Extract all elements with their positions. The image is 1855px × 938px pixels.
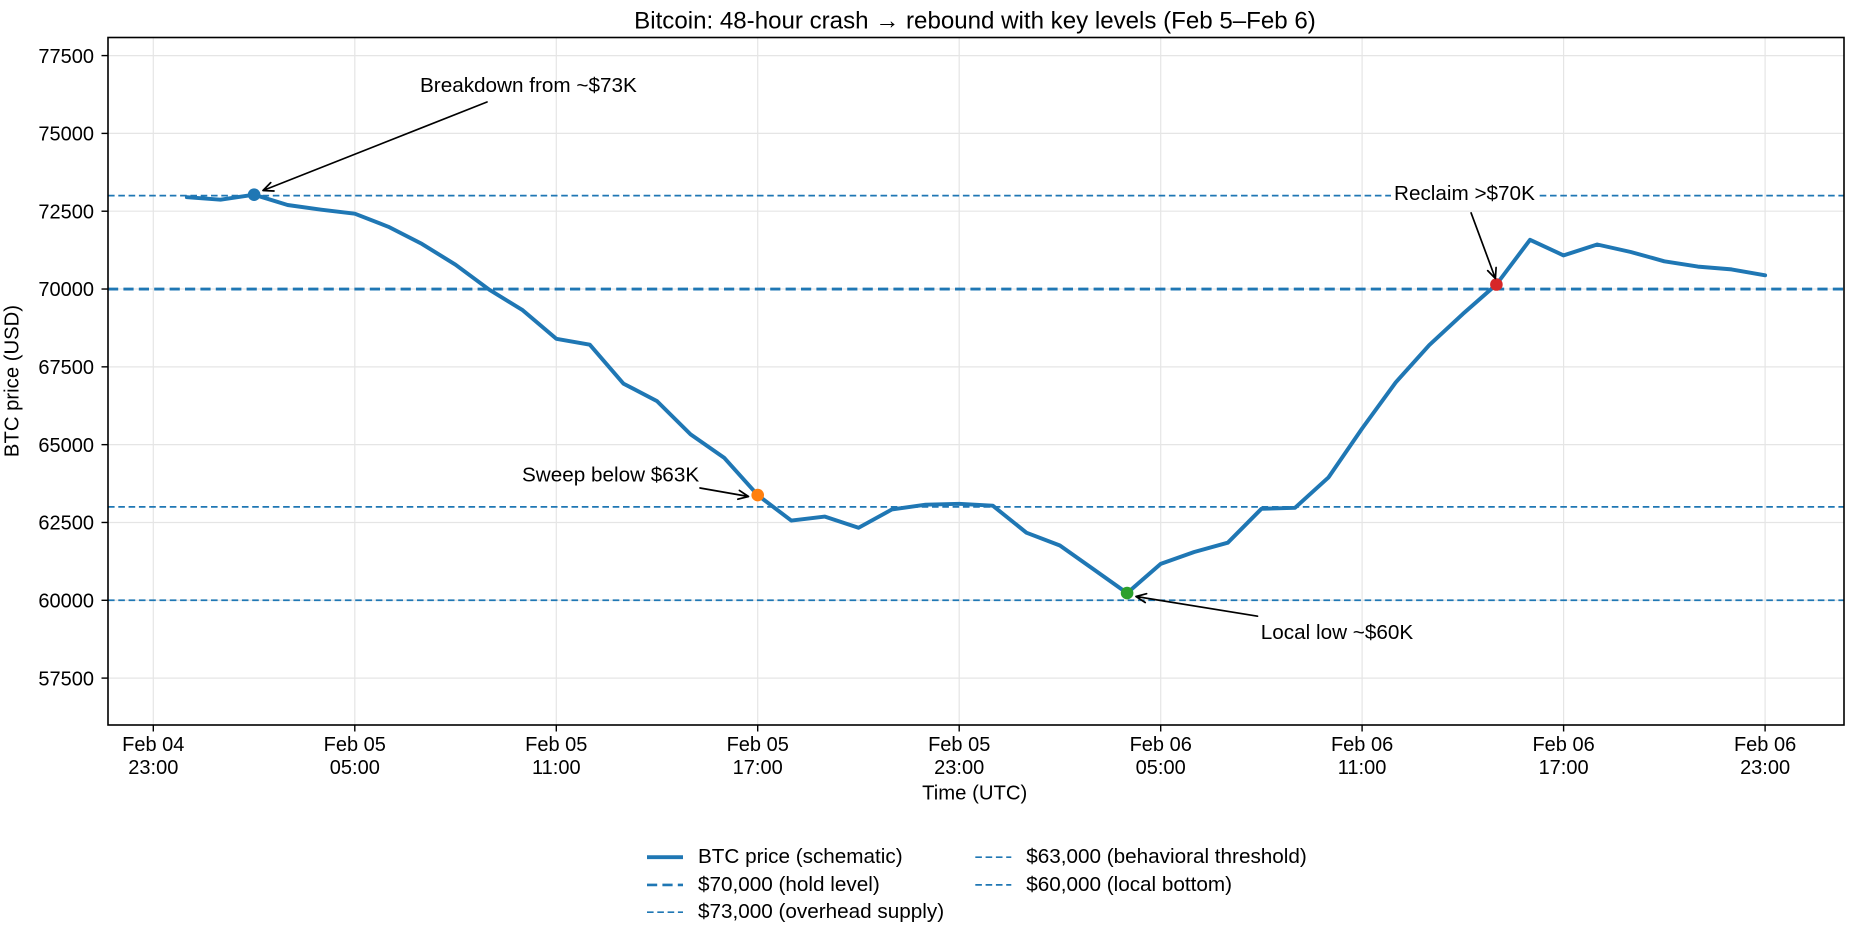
svg-text:77500: 77500 <box>38 46 94 68</box>
svg-text:72500: 72500 <box>38 201 94 223</box>
svg-text:Feb 06: Feb 06 <box>1331 734 1393 756</box>
svg-text:$73,000 (overhead supply): $73,000 (overhead supply) <box>698 900 944 923</box>
svg-text:11:00: 11:00 <box>532 757 581 779</box>
svg-text:17:00: 17:00 <box>1539 757 1589 779</box>
svg-text:Feb 05: Feb 05 <box>928 734 990 756</box>
svg-text:05:00: 05:00 <box>330 757 380 779</box>
svg-text:23:00: 23:00 <box>1740 757 1790 779</box>
svg-text:Breakdown from ~$73K: Breakdown from ~$73K <box>420 74 637 97</box>
svg-text:65000: 65000 <box>38 435 94 457</box>
svg-text:62500: 62500 <box>38 513 94 535</box>
svg-text:Feb 05: Feb 05 <box>525 734 587 756</box>
svg-text:57500: 57500 <box>38 668 94 690</box>
svg-text:23:00: 23:00 <box>934 757 984 779</box>
svg-text:Feb 05: Feb 05 <box>727 734 789 756</box>
svg-text:23:00: 23:00 <box>128 757 178 779</box>
svg-text:$70,000 (hold level): $70,000 (hold level) <box>698 873 880 896</box>
svg-text:Time (UTC): Time (UTC) <box>922 783 1027 805</box>
svg-text:$60,000 (local bottom): $60,000 (local bottom) <box>1026 873 1232 896</box>
svg-text:70000: 70000 <box>38 279 94 301</box>
svg-text:BTC price (USD): BTC price (USD) <box>2 305 24 457</box>
svg-text:17:00: 17:00 <box>733 757 783 779</box>
svg-text:Bitcoin: 48-hour crash → rebou: Bitcoin: 48-hour crash → rebound with ke… <box>634 8 1316 35</box>
svg-text:Local low ~$60K: Local low ~$60K <box>1261 621 1414 644</box>
svg-text:67500: 67500 <box>38 357 94 379</box>
svg-text:Feb 04: Feb 04 <box>122 734 184 756</box>
svg-text:BTC price (schematic): BTC price (schematic) <box>698 845 903 868</box>
svg-text:05:00: 05:00 <box>1136 757 1186 779</box>
svg-text:Feb 06: Feb 06 <box>1130 734 1192 756</box>
svg-text:Feb 06: Feb 06 <box>1734 734 1796 756</box>
svg-text:Sweep below $63K: Sweep below $63K <box>522 464 699 487</box>
svg-text:Reclaim >$70K: Reclaim >$70K <box>1394 182 1535 205</box>
svg-text:Feb 05: Feb 05 <box>324 734 386 756</box>
svg-text:$63,000 (behavioral threshold): $63,000 (behavioral threshold) <box>1026 845 1307 868</box>
svg-text:75000: 75000 <box>38 124 94 146</box>
svg-text:60000: 60000 <box>38 591 94 613</box>
svg-text:Feb 06: Feb 06 <box>1532 734 1594 756</box>
svg-text:11:00: 11:00 <box>1338 757 1387 779</box>
